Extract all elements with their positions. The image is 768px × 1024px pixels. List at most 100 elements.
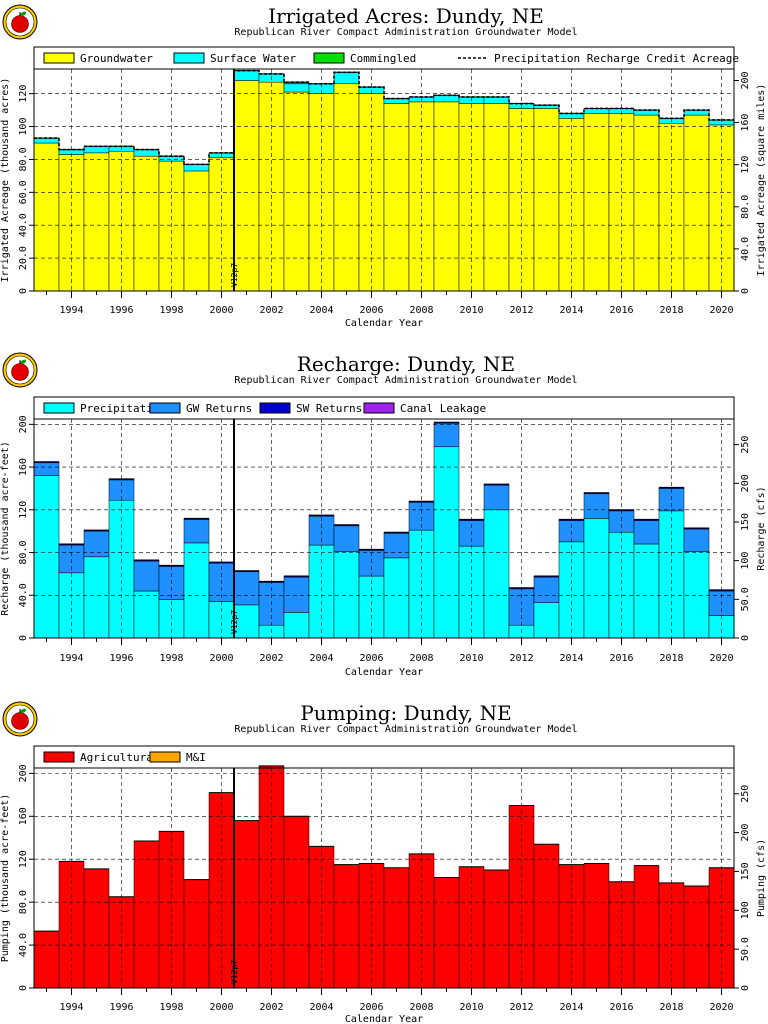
pumping-bar-agricultural-2005 bbox=[333, 864, 360, 989]
irrigated-ytick-right-label-5: 200 bbox=[740, 71, 751, 89]
pumping-ytick-label-0: 0 bbox=[18, 985, 29, 991]
recharge-bar-gw-returns-2001 bbox=[233, 571, 260, 606]
irrigated-ytick-right-label-0: 0 bbox=[740, 288, 751, 294]
pumping-xtick-label-3: 2000 bbox=[209, 1002, 233, 1013]
recharge-bar-gw-returns-2016 bbox=[608, 510, 635, 533]
irrigated-bar-groundwater-2003 bbox=[283, 91, 310, 292]
irrigated-legend-swatch-0 bbox=[43, 52, 75, 64]
pumping-xtick-label-10: 2014 bbox=[559, 1002, 583, 1013]
recharge-bar-precipitation-2001 bbox=[233, 604, 260, 639]
pumping-xtick-label-5: 2004 bbox=[309, 1002, 333, 1013]
pumping-xtick-label-0: 1994 bbox=[59, 1002, 83, 1013]
irrigated-xtick-label-1: 1996 bbox=[109, 305, 133, 316]
recharge-bar-gw-returns-2009 bbox=[433, 423, 460, 448]
recharge-legend-label-2: SW Returns bbox=[296, 402, 362, 415]
irrigated-ytick-label-6: 120 bbox=[18, 85, 29, 103]
recharge-xtick-label-2: 1998 bbox=[159, 653, 183, 664]
recharge-bar-precipitation-1999 bbox=[183, 542, 210, 639]
irrigated-ytick-right-label-4: 160 bbox=[740, 114, 751, 132]
pumping-ylabel: Pumping (thousand acre-feet) bbox=[0, 794, 11, 963]
recharge-ytick-right-label-1: 50.0 bbox=[740, 587, 751, 611]
pumping-xtick-label-2: 1998 bbox=[159, 1002, 183, 1013]
irrigated-plot-frame bbox=[33, 68, 735, 292]
pumping-ytick-label-5: 200 bbox=[18, 764, 29, 782]
irrigated-bar-groundwater-2013 bbox=[533, 108, 560, 292]
irrigated-ytick-right-label-2: 80.0 bbox=[740, 195, 751, 219]
irrigated-ytick-label-3: 60.0 bbox=[18, 180, 29, 204]
recharge-bar-precipitation-2005 bbox=[333, 551, 360, 639]
recharge-bar-precipitation-2016 bbox=[608, 531, 635, 639]
recharge-xtick-label-0: 1994 bbox=[59, 653, 83, 664]
recharge-ytick-label-2: 80.0 bbox=[18, 540, 29, 564]
irrigated-bar-groundwater-2007 bbox=[383, 103, 410, 292]
pumping-bar-agricultural-1999 bbox=[183, 879, 210, 989]
pumping-bar-agricultural-2020 bbox=[708, 867, 735, 989]
pumping-xtick-label-6: 2006 bbox=[359, 1002, 383, 1013]
recharge-bar-gw-returns-2015 bbox=[583, 493, 610, 519]
pumping-title: Pumping: Dundy, NE bbox=[300, 701, 511, 725]
irrigated-ytick-right-label-3: 120 bbox=[740, 156, 751, 174]
irrigated-bar-groundwater-2015 bbox=[583, 113, 610, 292]
irrigated-xtick-label-12: 2018 bbox=[659, 305, 683, 316]
pumping-bar-agricultural-2013 bbox=[533, 843, 560, 989]
recharge-bar-precipitation-2011 bbox=[483, 509, 510, 639]
irrigated-xtick-label-8: 2010 bbox=[459, 305, 483, 316]
irrigated-bar-groundwater-1993 bbox=[33, 142, 60, 292]
pumping-ytick-right-label-1: 50.0 bbox=[740, 937, 751, 961]
pumping-ylabel-right: Pumping (cfs) bbox=[756, 839, 767, 917]
recharge-bar-gw-returns-2019 bbox=[683, 528, 710, 552]
recharge-bar-gw-returns-1993 bbox=[33, 462, 60, 476]
irrigated-xtick-label-4: 2002 bbox=[259, 305, 283, 316]
recharge-xtick-label-6: 2006 bbox=[359, 653, 383, 664]
recharge-xtick-label-5: 2004 bbox=[309, 653, 333, 664]
pumping-legend-swatch-0 bbox=[43, 751, 75, 763]
recharge-legend-swatch-1 bbox=[149, 402, 181, 414]
recharge-ytick-right-label-4: 200 bbox=[740, 474, 751, 492]
irrigated-ytick-right-label-1: 40.0 bbox=[740, 237, 751, 261]
pumping-plot-frame bbox=[33, 767, 735, 989]
recharge-bar-precipitation-2017 bbox=[633, 543, 660, 639]
recharge-ytick-right-label-5: 250 bbox=[740, 436, 751, 454]
recharge-bar-precipitation-2013 bbox=[533, 602, 560, 639]
irrigated-ytick-label-2: 40.0 bbox=[18, 213, 29, 237]
recharge-bar-gw-returns-1997 bbox=[133, 560, 160, 592]
irrigated-bar-groundwater-2018 bbox=[658, 123, 685, 292]
recharge-bar-precipitation-1997 bbox=[133, 590, 160, 639]
irrigated-bar-surface-water-2009 bbox=[433, 95, 460, 103]
pumping-xtick-label-1: 1996 bbox=[109, 1002, 133, 1013]
pumping-bar-agricultural-2019 bbox=[683, 885, 710, 989]
pumping-bar-agricultural-2009 bbox=[433, 877, 460, 989]
recharge-ytick-label-4: 160 bbox=[18, 458, 29, 476]
irrigated-xtick-label-10: 2014 bbox=[559, 305, 583, 316]
irrigated-ytick-label-5: 100 bbox=[18, 118, 29, 136]
recharge-subtitle: Republican River Compact Administration … bbox=[234, 375, 577, 386]
irrigated-bar-surface-water-2003 bbox=[283, 83, 310, 93]
irrigated-bar-groundwater-1995 bbox=[83, 152, 110, 292]
recharge-ytick-right-label-3: 150 bbox=[740, 513, 751, 531]
apple-logo-icon bbox=[2, 701, 38, 737]
irrigated-ylabel-right: Irrigated Acreage (square miles) bbox=[756, 84, 767, 277]
irrigated-legend-label-0: Groundwater bbox=[80, 52, 153, 65]
irrigated-legend-label-2: Commingled bbox=[350, 52, 416, 65]
pumping-bar-agricultural-1997 bbox=[133, 840, 160, 989]
pumping-bar-agricultural-2007 bbox=[383, 867, 410, 989]
recharge-bar-gw-returns-2003 bbox=[283, 576, 310, 613]
recharge-ytick-label-1: 40.0 bbox=[18, 583, 29, 607]
irrigated-legend-label-3: Precipitation Recharge Credit Acreage bbox=[494, 52, 739, 65]
irrigated-bar-surface-water-1995 bbox=[83, 146, 110, 154]
irrigated-bar-surface-water-1997 bbox=[133, 149, 160, 157]
irrigated-bar-groundwater-1996 bbox=[108, 150, 135, 292]
irrigated-bar-groundwater-1997 bbox=[133, 155, 160, 292]
recharge-bar-precipitation-2006 bbox=[358, 575, 385, 639]
recharge-legend-label-3: Canal Leakage bbox=[400, 402, 486, 415]
irrigated-xtick-label-11: 2016 bbox=[609, 305, 633, 316]
recharge-xtick-label-8: 2010 bbox=[459, 653, 483, 664]
pumping-ytick-label-4: 160 bbox=[18, 807, 29, 825]
irrigated-bar-groundwater-2019 bbox=[683, 114, 710, 292]
irrigated-ylabel: Irrigated Acreage (thousand acres) bbox=[0, 78, 11, 283]
recharge-bar-gw-returns-1999 bbox=[183, 519, 210, 544]
irrigated-bar-groundwater-2009 bbox=[433, 101, 460, 292]
recharge-legend-label-1: GW Returns bbox=[186, 402, 252, 415]
irrigated-bar-surface-water-2001 bbox=[233, 70, 260, 81]
